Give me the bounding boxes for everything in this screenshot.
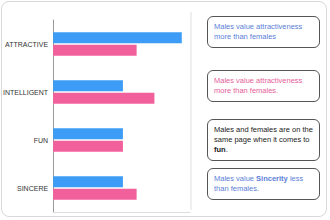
html-text:Males and females are on the s: Males and females are on the same page w… xyxy=(214,125,313,144)
svg-text:ATTRACTIVE: ATTRACTIVE xyxy=(5,41,48,48)
html-text:Males value attractiveness mor: Males value attractiveness more than fem… xyxy=(214,76,303,95)
html-text:Males value Sincerity less tha: Males value Sincerity less than females. xyxy=(214,174,304,193)
svg-text:INTELLIGENT: INTELLIGENT xyxy=(3,89,49,96)
svg-text:FUN: FUN xyxy=(34,137,48,144)
html-text:Males value attractiveness mor: Males value attractiveness more than fem… xyxy=(214,22,303,41)
html-text:fun.: fun. xyxy=(214,145,228,154)
svg-text:SINCERE: SINCERE xyxy=(17,185,48,192)
